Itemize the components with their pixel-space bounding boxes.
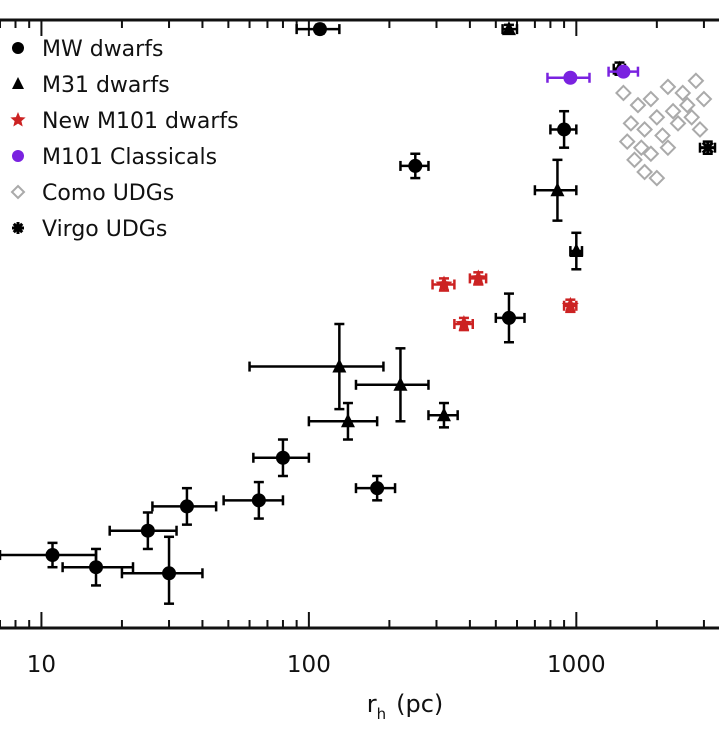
series-virgo-udgs (698, 140, 717, 156)
legend-entry: MW dwarfs (12, 37, 163, 62)
data-point (312, 22, 327, 37)
data-point (636, 163, 654, 181)
x-tick-label: 10 (27, 652, 56, 678)
x-axis-label-unit: (pc) (396, 690, 443, 718)
series-mw-dwarfs (0, 22, 578, 605)
x-axis-ticks: 10 100 1000 (0, 20, 705, 678)
x-axis-title: rh (pc) (367, 690, 444, 723)
data-point (616, 64, 631, 79)
legend-marker (12, 150, 24, 162)
legend-entry: M101 Classicals (12, 145, 217, 170)
data-point (550, 182, 565, 197)
data-point (678, 96, 696, 114)
data-point (251, 493, 266, 508)
data-point (275, 450, 290, 465)
x-axis-label-subscript: h (377, 705, 387, 723)
legend-label: MW dwarfs (42, 37, 163, 62)
data-point (648, 108, 666, 126)
data-point (654, 127, 671, 144)
data-point (408, 158, 423, 173)
data-marks (0, 21, 717, 605)
series-m101-classicals (546, 64, 640, 85)
legend-marker (12, 42, 24, 54)
data-point (622, 114, 640, 132)
data-point (455, 315, 473, 332)
data-point (393, 376, 408, 391)
data-point (563, 70, 578, 85)
data-point (89, 560, 104, 575)
data-point (615, 84, 632, 102)
data-point (648, 169, 666, 187)
data-point (370, 481, 385, 496)
data-point (340, 413, 355, 428)
x-tick-label: 100 (287, 652, 331, 678)
legend-marker (10, 184, 26, 200)
data-point (140, 523, 155, 538)
data-point (569, 243, 584, 258)
data-point (501, 310, 516, 325)
data-point (687, 72, 705, 90)
data-point (664, 102, 682, 120)
data-point (626, 151, 643, 169)
data-point-arm (701, 141, 714, 154)
x-tick-label: 1000 (547, 652, 606, 678)
legend-label: M31 dwarfs (42, 73, 170, 98)
data-point (332, 358, 347, 373)
data-point (659, 139, 677, 157)
legend-marker-arm (12, 222, 24, 234)
x-axis-label-symbol: r (367, 690, 377, 718)
data-point (561, 296, 579, 313)
data-point (179, 499, 194, 514)
data-point (683, 108, 701, 126)
data-point (636, 121, 654, 138)
legend-label: M101 Classicals (42, 145, 217, 170)
data-point (557, 122, 572, 137)
series-como-udgs (615, 72, 713, 187)
legend-label: New M101 dwarfs (42, 109, 239, 134)
data-point (501, 21, 516, 36)
data-point (618, 133, 636, 151)
data-point (632, 139, 650, 157)
data-point (695, 90, 713, 108)
data-point (162, 566, 177, 581)
legend-marker (12, 77, 24, 89)
legend-entry: Como UDGs (10, 181, 174, 206)
data-point (629, 96, 647, 114)
legend-entry: M31 dwarfs (12, 73, 170, 98)
data-point (469, 269, 487, 286)
data-point (669, 114, 687, 132)
plot-frame (0, 18, 719, 630)
data-point (642, 90, 660, 108)
series-new-m101-dwarfs (431, 269, 579, 332)
data-point (659, 78, 677, 96)
data-point (45, 548, 60, 563)
legend: MW dwarfs M31 dwarfs New M101 dwarfs M101 C… (10, 37, 239, 242)
legend-label: Virgo UDGs (42, 217, 167, 242)
legend-entry: New M101 dwarfs (10, 109, 239, 134)
data-point (642, 145, 660, 163)
data-point (436, 407, 451, 422)
legend-entry: Virgo UDGs (12, 217, 167, 242)
data-point (435, 275, 453, 292)
legend-marker (10, 112, 26, 127)
legend-label: Como UDGs (42, 181, 174, 206)
data-point (674, 84, 692, 102)
data-point (691, 121, 709, 138)
